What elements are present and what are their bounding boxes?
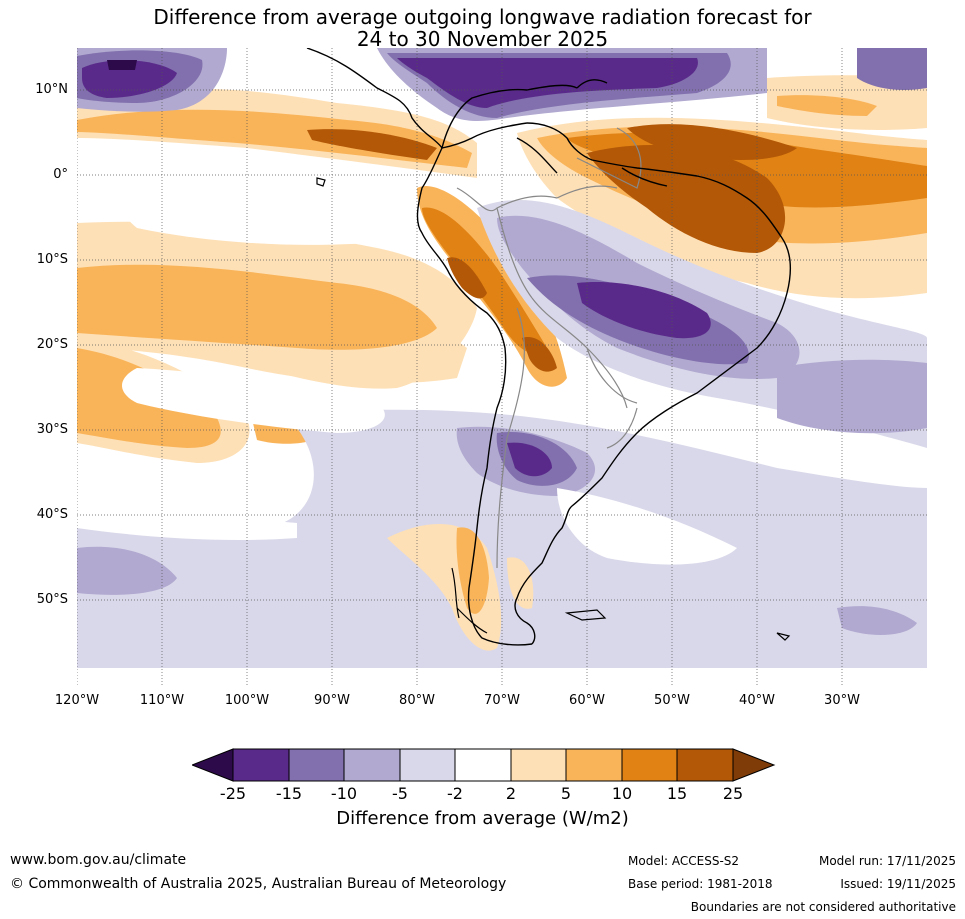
graticule [77, 48, 927, 686]
lon-label-100w: 100°W [224, 693, 270, 708]
coastline-americas [306, 48, 791, 646]
lon-label-70w: 70°W [484, 693, 520, 708]
colorbar-bin-3 [343, 748, 401, 782]
lat-label-10s: 10°S [36, 252, 68, 267]
colorbar-bin-8 [621, 748, 678, 782]
lat-label-40s: 40°S [36, 507, 68, 522]
base-period: Base period: 1981-2018 [628, 877, 773, 891]
lat-label-0: 0° [53, 167, 68, 182]
colorbar-bin-7 [565, 748, 623, 782]
lat-label-50s: 50°S [36, 592, 68, 607]
lat-label-10n: 10°N [35, 82, 68, 97]
colorbar-label: Difference from average (W/m2) [336, 808, 629, 829]
model-name: Model: ACCESS-S2 [628, 854, 740, 868]
issued-date: Issued: 19/11/2025 [840, 877, 956, 891]
boundaries-disclaimer: Boundaries are not considered authoritat… [690, 900, 956, 914]
colorbar-tick-8: 15 [666, 784, 688, 803]
colorbar-bin-5 [454, 748, 512, 782]
colorbar-tick-2: -10 [330, 784, 358, 803]
lon-label-90w: 90°W [314, 693, 350, 708]
lat-label-20s: 20°S [36, 337, 68, 352]
colorbar-tick-4: -2 [447, 784, 463, 803]
lon-label-30w: 30°W [824, 693, 860, 708]
lon-label-110w: 110°W [139, 693, 185, 708]
colorbar-extend-low [192, 748, 234, 782]
colorbar-bin-9 [676, 748, 734, 782]
copyright-text: © Commonwealth of Australia 2025, Austra… [10, 876, 507, 892]
colorbar-bin-4 [399, 748, 456, 782]
lon-label-40w: 40°W [739, 693, 775, 708]
map-title-line-2: 24 to 30 November 2025 [356, 27, 609, 51]
colorbar-extend-high [732, 748, 776, 782]
model-run-date: Model run: 17/11/2025 [818, 854, 956, 868]
colorbar-tick-5: 2 [505, 784, 517, 803]
lat-label-30s: 30°S [36, 422, 68, 437]
colorbar-tick-3: -5 [392, 784, 408, 803]
lon-label-80w: 80°W [399, 693, 435, 708]
islands [316, 177, 791, 641]
anomaly-field [77, 48, 927, 668]
website-link[interactable]: www.bom.gov.au/climate [10, 852, 187, 868]
lon-label-60w: 60°W [569, 693, 605, 708]
lon-label-120w: 120°W [54, 693, 100, 708]
colorbar-bin-1 [232, 748, 290, 782]
map-title-line-1: Difference from average outgoing longwav… [153, 5, 812, 29]
lon-label-50w: 50°W [654, 693, 690, 708]
colorbar-tick-7: 10 [611, 784, 633, 803]
country-borders [456, 127, 642, 569]
colorbar-tick-1: -15 [275, 784, 303, 803]
colorbar [192, 748, 776, 782]
colorbar-tick-0: -25 [219, 784, 247, 803]
olr-anomaly-map [77, 48, 927, 686]
colorbar-bin-2 [288, 748, 345, 782]
colorbar-bin-6 [510, 748, 567, 782]
colorbar-tick-9: 25 [722, 784, 744, 803]
colorbar-tick-6: 5 [560, 784, 572, 803]
